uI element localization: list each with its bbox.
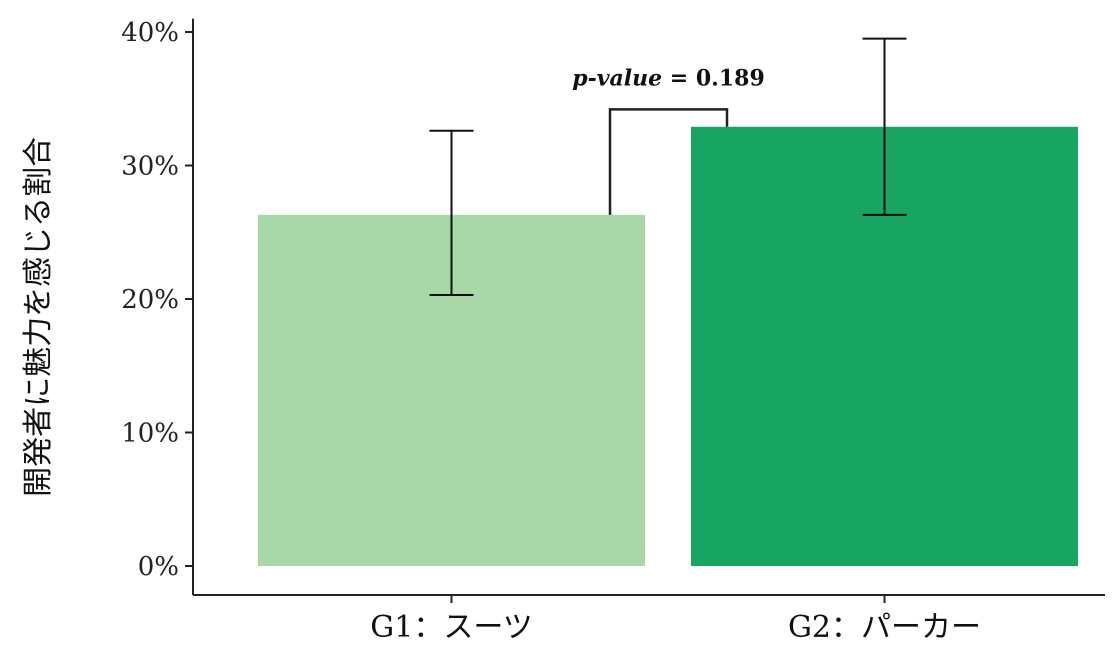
p-value-label-value: = 0.189 bbox=[662, 65, 765, 91]
y-tick-label: 40% bbox=[121, 18, 179, 48]
x-category-label: G1：スーツ bbox=[370, 610, 532, 645]
significance-bracket bbox=[608, 108, 729, 215]
bars bbox=[258, 126, 1078, 566]
x-ticks: G1：スーツ G2：パーカー bbox=[370, 595, 981, 645]
y-tick-label: 20% bbox=[121, 285, 179, 315]
p-value-label-italic: p-value bbox=[572, 65, 662, 91]
y-axis-title: 開発者に魅力を感じる割合 bbox=[21, 137, 56, 497]
error-bar-1 bbox=[429, 129, 474, 296]
y-tick-label: 10% bbox=[121, 419, 179, 449]
axes bbox=[192, 18, 1105, 596]
error-bar-2 bbox=[862, 37, 907, 216]
x-category-label: G2：パーカー bbox=[788, 610, 981, 645]
y-tick-label: 0% bbox=[138, 552, 179, 582]
p-value-annotation: p-value = 0.189 bbox=[572, 65, 765, 215]
y-ticks: 0% 10% 20% 30% 40% bbox=[121, 18, 193, 582]
y-tick-label: 30% bbox=[121, 152, 179, 182]
p-value-label: p-value = 0.189 bbox=[572, 65, 765, 91]
error-bars bbox=[429, 37, 907, 296]
